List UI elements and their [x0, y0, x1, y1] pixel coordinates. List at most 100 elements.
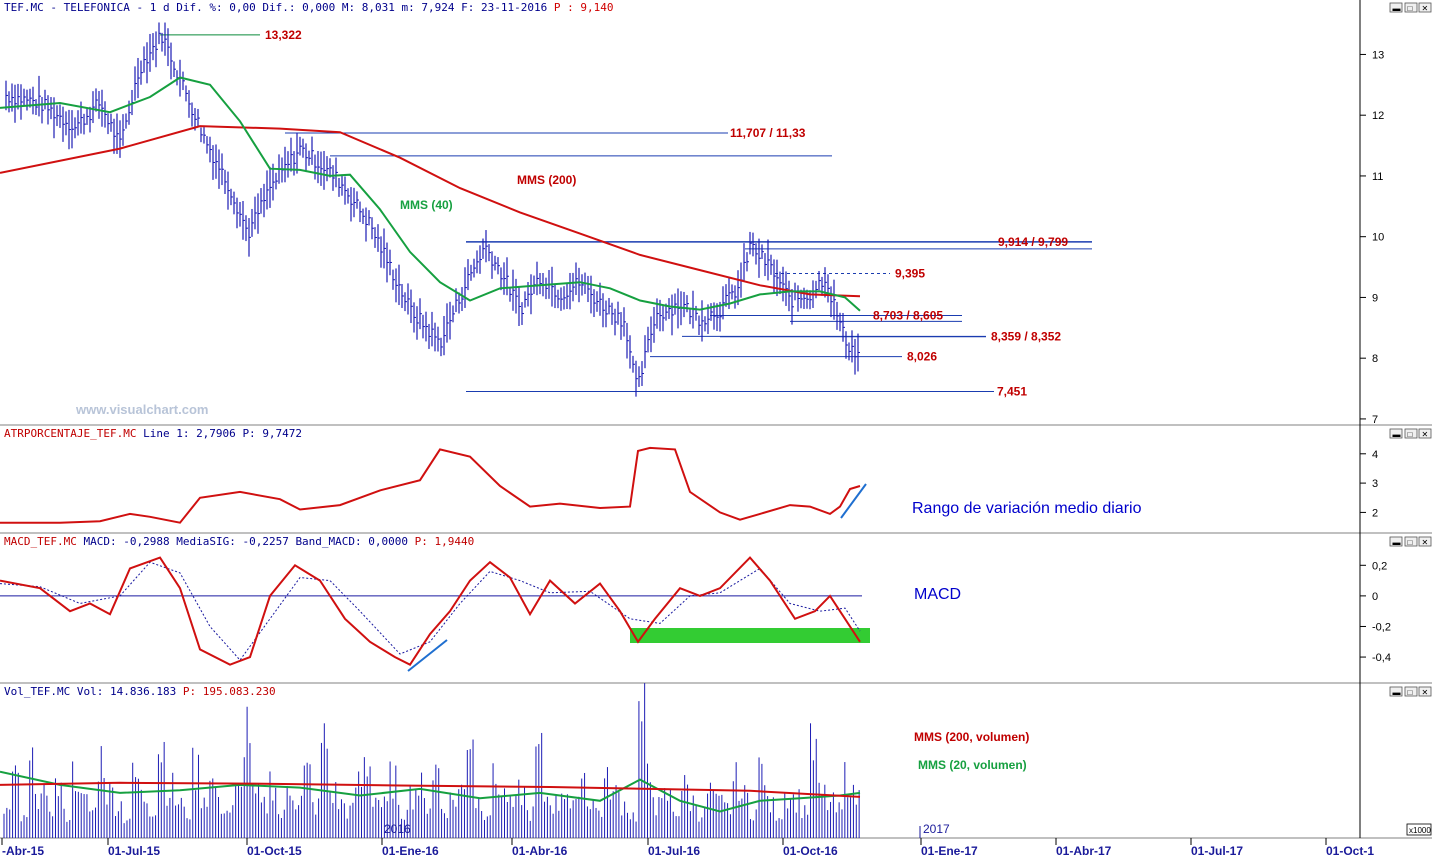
atr-line — [0, 446, 861, 524]
level-label: 13,322 — [265, 28, 302, 42]
minimize-icon: ▬ — [1393, 538, 1401, 547]
volume-bars — [3, 683, 860, 838]
x-tick-label: 01-Jul-15 — [108, 844, 160, 857]
maximize-icon: □ — [1408, 430, 1413, 439]
maximize-icon: □ — [1408, 4, 1413, 13]
year-marker-2016: 2016 — [384, 822, 411, 836]
x-tick-label: 01-Oct-16 — [783, 844, 838, 857]
macd-signal-line — [0, 561, 861, 661]
y-tick-label: 3 — [1372, 478, 1378, 490]
minimize-icon: ▬ — [1393, 688, 1401, 697]
close-button — [1418, 536, 1432, 547]
y-tick-label: 0,2 — [1372, 560, 1387, 572]
volume-header: Vol_TEF.MC Vol: 14.836.183 P: 195.083.23… — [4, 685, 276, 698]
year-marker-2017: 2017 — [923, 822, 950, 836]
minimize-icon: ▬ — [1393, 430, 1401, 439]
x-tick-label: 01-Abr-16 — [512, 844, 568, 857]
level-label: 8,026 — [907, 350, 937, 364]
minimize-button — [1389, 428, 1403, 439]
y-tick-label: -0,4 — [1372, 652, 1391, 664]
close-button — [1418, 428, 1432, 439]
macd-y-axis: 0,2 0 -0,2 -0,4 — [1360, 560, 1391, 664]
level-label: 11,707 / 11,33 — [730, 126, 806, 140]
y-tick-label: 9 — [1372, 292, 1378, 304]
minimize-button — [1389, 536, 1403, 547]
maximize-button — [1404, 2, 1418, 13]
y-tick-label: -0,2 — [1372, 621, 1391, 633]
x-tick-label: 01-Ene-16 — [382, 844, 439, 857]
x-tick-label: 01-Abr-17 — [1056, 844, 1112, 857]
macd-line — [0, 556, 861, 666]
mms40-label: MMS (40) — [400, 198, 453, 212]
y-tick-label: 11 — [1372, 171, 1383, 183]
close-button — [1418, 686, 1432, 697]
volume-moving-averages — [0, 770, 861, 813]
atr-series — [0, 446, 861, 524]
x-tick-label: -Abr-15 — [2, 844, 44, 857]
y-tick-label: 10 — [1372, 232, 1384, 244]
svg-text:TEF.MC - TELEFON: TEF.MC - TELEFONICA - 1 d Dif. %: 0,00 D… — [4, 1, 613, 14]
minimize-button — [1389, 2, 1403, 13]
price-panel-header: TEF.MC - TELEFONICA - 1 d Dif. %: 0,00 D… — [4, 1, 613, 14]
vol-mms200-line — [0, 781, 861, 798]
minimize-button — [1389, 686, 1403, 697]
minimize-icon: ▬ — [1393, 4, 1401, 13]
vol-mms200-label: MMS (200, volumen) — [914, 730, 1029, 744]
maximize-icon: □ — [1408, 538, 1413, 547]
mms200-line — [0, 125, 861, 298]
atr-annotation: Rango de variación medio diario — [912, 500, 1142, 517]
maximize-icon: □ — [1408, 688, 1413, 697]
volume-unit: x1000 — [1409, 826, 1431, 835]
dif-abs: 0,000 — [302, 1, 335, 14]
price-bars — [5, 22, 860, 397]
close-icon: ✕ — [1422, 4, 1429, 13]
mms40-line — [0, 76, 861, 312]
x-axis: -Abr-15 01-Jul-15 01-Oct-15 01-Ene-16 01-Abr… — [1, 838, 1374, 857]
atr-y-axis: 4 3 2 — [1360, 449, 1378, 519]
maximize-button — [1404, 686, 1418, 697]
x-tick-label: 01-Jul-16 — [648, 844, 700, 857]
window-controls: ▬ □ ✕ ▬ □ ✕ ▬ □ ✕ ▬ □ ✕ — [1389, 2, 1432, 697]
y-tick-label: 12 — [1372, 110, 1384, 122]
macd-header: MACD_TEF.MC MACD: -0,2988 MediaSIG: -0,2… — [4, 535, 474, 548]
atr-header: ATRPORCENTAJE_TEF.MC Line 1: 2,7906 P: 9… — [4, 427, 302, 440]
x-tick-label: 01-Oct-1 — [1326, 844, 1374, 857]
atr-trend-arrow — [840, 483, 867, 519]
y-tick-label: 13 — [1372, 49, 1384, 61]
close-icon: ✕ — [1422, 688, 1429, 697]
level-label: 9,914 / 9,799 — [998, 235, 1068, 249]
macd-annotation: MACD — [914, 586, 961, 603]
mms200-label: MMS (200) — [517, 173, 576, 187]
price-levels: 13,322 11,707 / 11,33 9,914 / 9,799 9,395 8,… — [160, 28, 1092, 399]
level-label: 9,395 — [895, 266, 925, 280]
maximize-button — [1404, 536, 1418, 547]
watermark: www.visualchart.com — [75, 402, 208, 417]
date-value: 23-11-2016 — [481, 1, 547, 14]
vol-mms20-label: MMS (20, volumen) — [918, 758, 1027, 772]
level-label: 8,703 / 8,605 — [873, 308, 943, 322]
min-value: 7,924 — [421, 1, 454, 14]
y-tick-label: 8 — [1372, 353, 1378, 365]
x-tick-label: 01-Jul-17 — [1191, 844, 1243, 857]
macd-trend-arrow — [407, 639, 448, 672]
interval: 1 d — [150, 1, 170, 14]
macd-highlight-band — [630, 628, 870, 643]
company-name: TELEFONICA — [64, 1, 131, 14]
close-icon: ✕ — [1422, 430, 1429, 439]
price-y-axis: 13 12 11 10 9 8 7 — [1360, 49, 1384, 426]
vol-mms20-line — [0, 770, 861, 813]
price-moving-averages — [0, 76, 861, 312]
close-icon: ✕ — [1422, 538, 1429, 547]
x-tick-label: 01-Ene-17 — [921, 844, 978, 857]
x-tick-label: 01-Oct-15 — [247, 844, 302, 857]
level-label: 7,451 — [997, 385, 1027, 399]
y-tick-label: 2 — [1372, 507, 1378, 519]
y-tick-label: 4 — [1372, 449, 1378, 461]
close-button — [1418, 2, 1432, 13]
macd-series — [0, 556, 862, 666]
y-tick-label: 0 — [1372, 591, 1378, 603]
maximize-button — [1404, 428, 1418, 439]
y-tick-label: 7 — [1372, 414, 1378, 426]
close-value: 9,140 — [580, 1, 613, 14]
